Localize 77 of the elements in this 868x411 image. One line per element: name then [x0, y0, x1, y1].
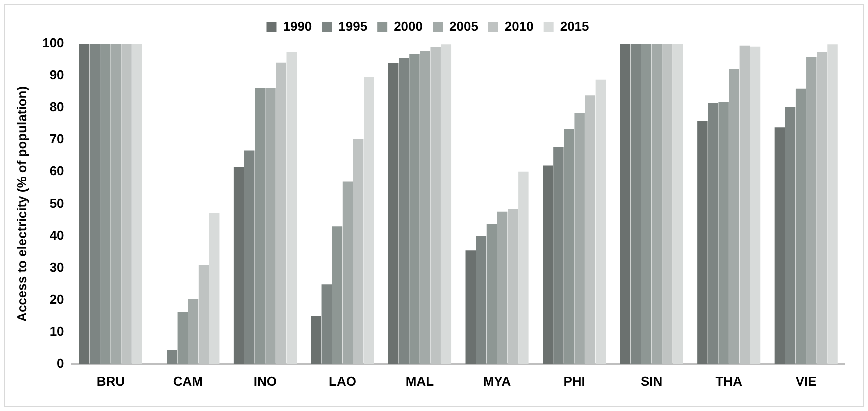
x-tick-label: INO [254, 374, 278, 389]
y-tick-label: 40 [50, 228, 64, 243]
x-tick-label: PHI [564, 374, 586, 389]
x-tick-label: VIE [796, 374, 818, 389]
bar [266, 88, 276, 364]
y-tick-label: 30 [50, 260, 64, 275]
bar [79, 44, 90, 364]
legend-label: 1990 [283, 19, 312, 34]
x-tick-label: LAO [329, 374, 356, 389]
legend-label: 2005 [450, 19, 478, 34]
bar [729, 68, 740, 364]
bar [399, 58, 410, 364]
bar [466, 250, 476, 364]
y-tick-label: 90 [50, 68, 64, 83]
legend-label: 1995 [338, 19, 368, 34]
bar [718, 102, 729, 364]
bar [630, 44, 642, 364]
y-axis-title: Access to electricity (% of population) [14, 86, 30, 322]
bar [574, 113, 585, 364]
bar [388, 64, 399, 364]
bar [641, 44, 652, 364]
bar [100, 44, 111, 364]
x-tick-label: THA [716, 374, 744, 389]
bar [410, 54, 420, 364]
bar [476, 236, 487, 364]
bar [286, 52, 297, 364]
bar [255, 88, 266, 364]
bar [111, 44, 122, 364]
bar [90, 44, 100, 364]
bar [486, 224, 498, 364]
bar [673, 44, 684, 364]
bar [796, 88, 806, 364]
bar [364, 77, 374, 364]
bar [518, 172, 529, 364]
bar [785, 107, 796, 364]
x-tick-label: MYA [483, 374, 512, 389]
bar [806, 57, 817, 364]
bar [234, 167, 244, 364]
bar [564, 130, 574, 364]
bar [420, 51, 430, 364]
bar [774, 128, 786, 364]
y-tick-label: 60 [50, 164, 64, 179]
bar [620, 44, 631, 364]
y-tick-label: 50 [50, 196, 64, 211]
bar [652, 44, 662, 364]
bar [167, 350, 178, 364]
x-tick-label: SIN [640, 374, 663, 389]
bar [554, 147, 564, 364]
x-tick-label: MAL [406, 374, 434, 389]
bar [441, 44, 452, 364]
bar [543, 166, 554, 364]
bar [828, 44, 838, 364]
bar [244, 150, 255, 364]
y-tick-label: 0 [57, 356, 64, 371]
bar [132, 44, 142, 364]
y-tick-label: 80 [50, 100, 64, 115]
legend-label: 2000 [394, 19, 423, 34]
bar [178, 312, 188, 364]
bar [698, 122, 708, 364]
y-tick-label: 10 [50, 324, 64, 339]
bar [708, 102, 718, 364]
bar [750, 46, 761, 364]
y-tick-label: 100 [42, 36, 64, 51]
bar [596, 80, 606, 364]
y-tick-label: 70 [50, 132, 64, 147]
x-tick-label: CAM [173, 374, 203, 389]
bar [311, 316, 322, 364]
bar [209, 213, 220, 364]
bar [322, 284, 332, 364]
legend-label: 2015 [560, 19, 590, 34]
bar [497, 212, 508, 364]
x-tick-label: BRU [96, 374, 126, 389]
bar [188, 299, 199, 364]
legend-label: 2010 [504, 19, 534, 34]
bar [342, 182, 354, 364]
bar [332, 226, 343, 364]
y-tick-label: 20 [50, 292, 64, 307]
